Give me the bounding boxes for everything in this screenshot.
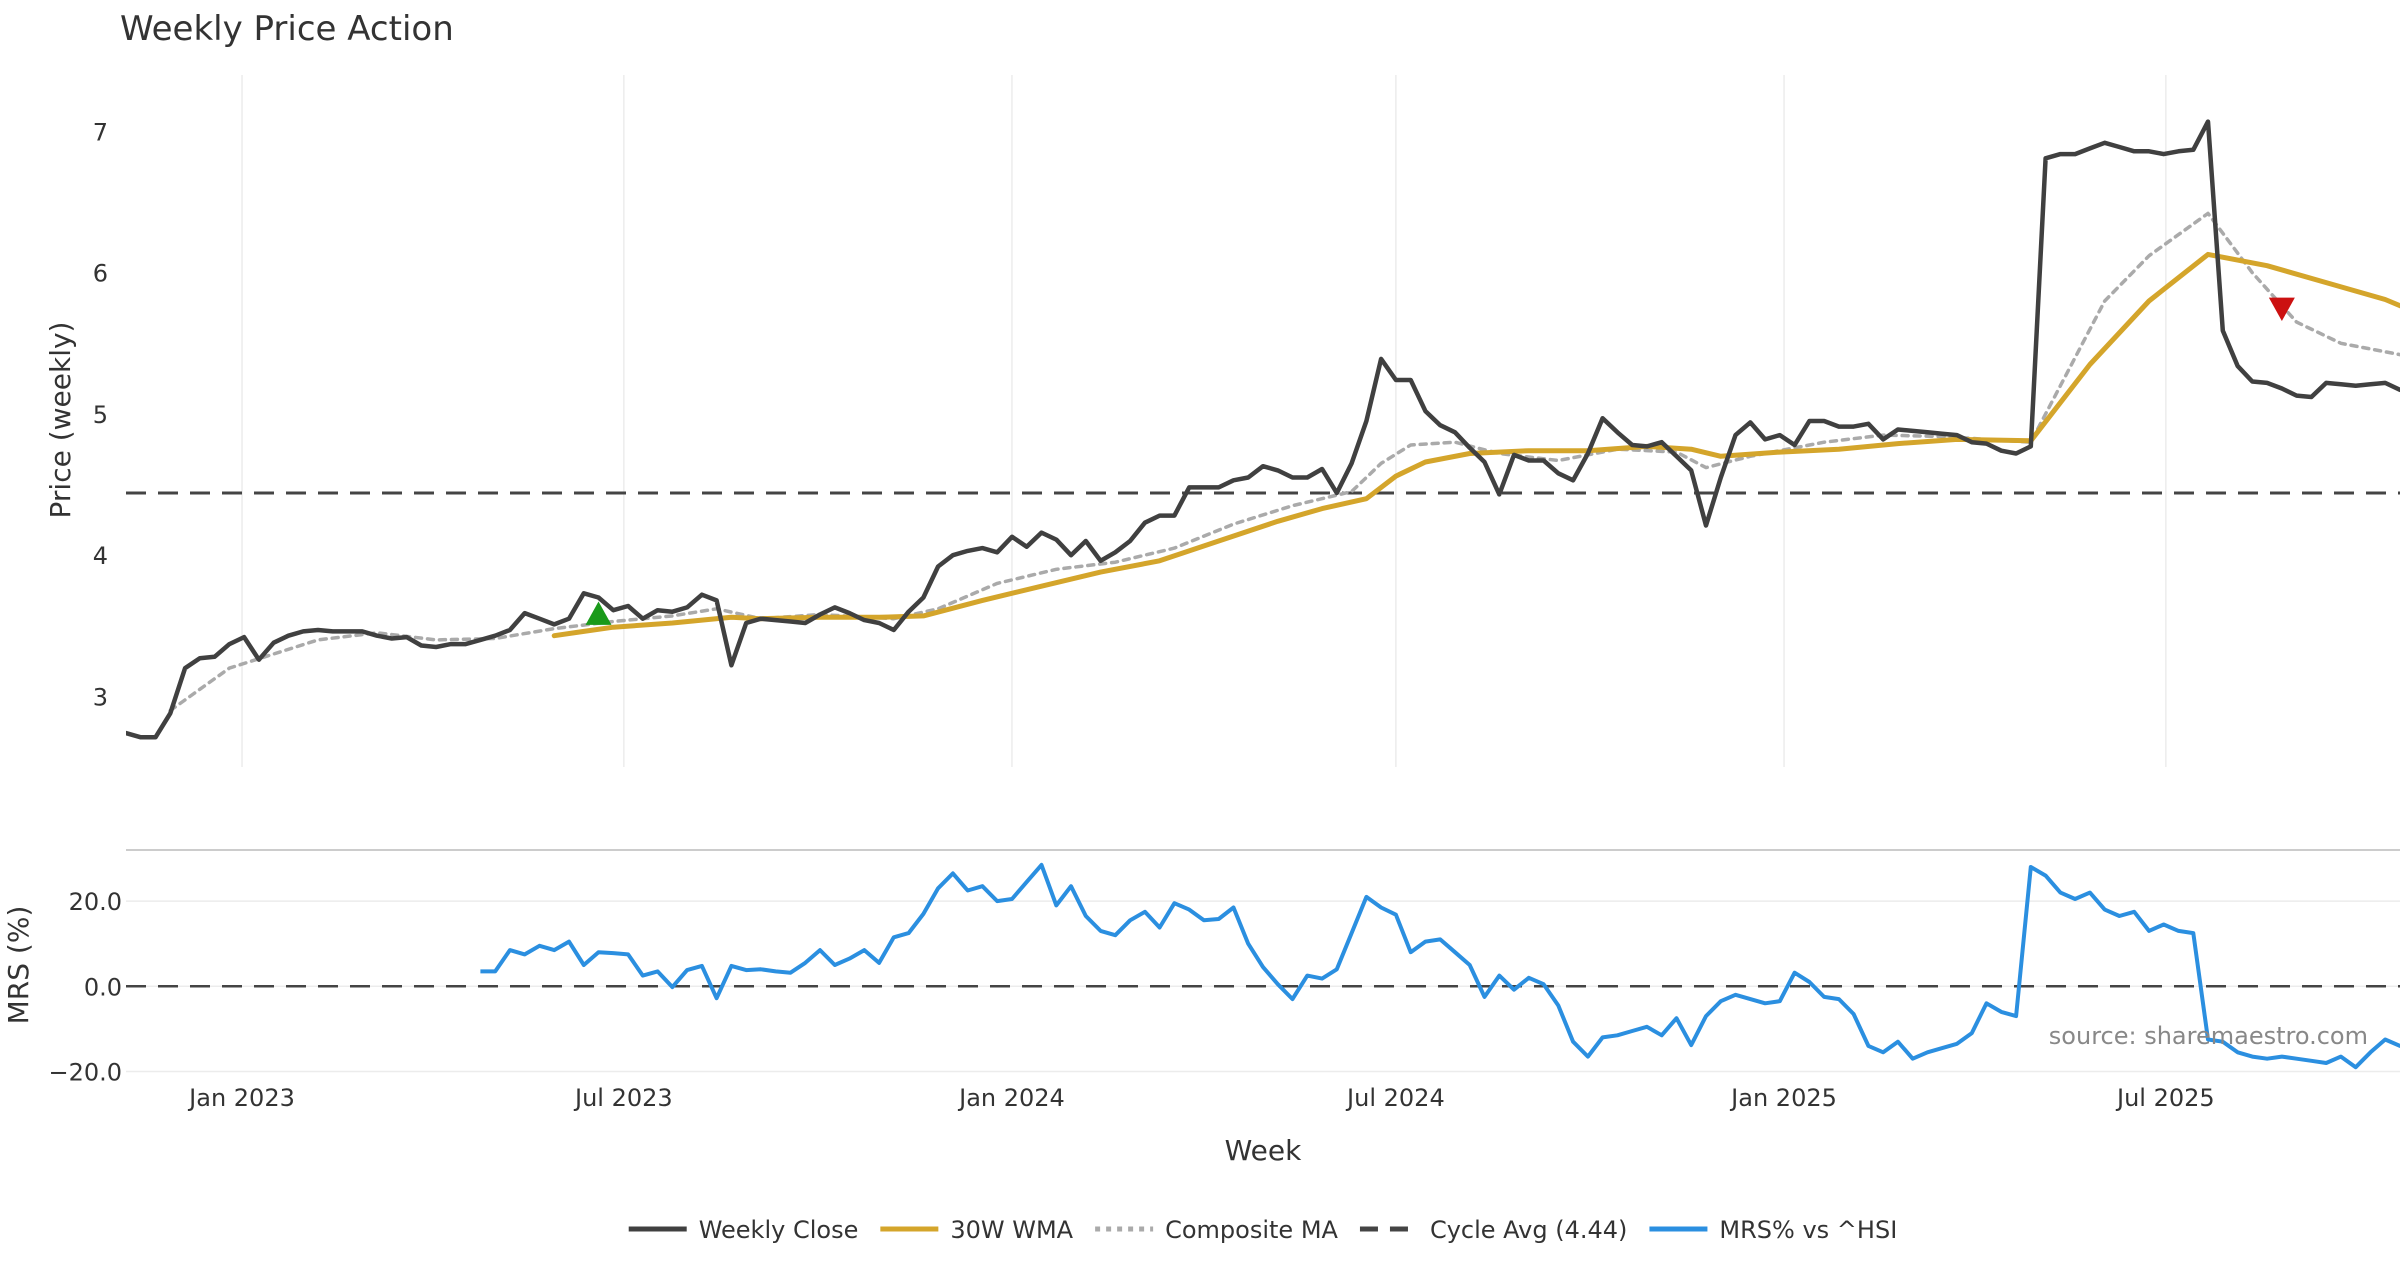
x-ticks: Jan 2023 Jul 2023 Jan 2024 Jul 2024 Jan 2025… [187, 1084, 2215, 1112]
price-y-tick-2: 5 [93, 401, 108, 429]
series-composite-ma [168, 211, 2400, 713]
legend-item-cycle-avg-4-44: Cycle Avg (4.44) [1430, 1216, 1627, 1244]
series-mrs-vs-hsi [480, 862, 2400, 1070]
legend-item-weekly-close: Weekly Close [699, 1216, 859, 1244]
price-series-group [126, 119, 2400, 740]
price-y-tick-3: 6 [93, 260, 108, 288]
price-y-tick-0: 3 [93, 683, 108, 711]
legend: Weekly Close 30W WMA Composite MA Cycle Avg… [628, 1216, 1897, 1244]
mrs-y-tick-0: −20.0 [48, 1058, 122, 1086]
mrs-y-tick-2: 20.0 [69, 888, 122, 916]
price-y-tick-1: 4 [93, 542, 108, 570]
series-30w-wma [551, 251, 2400, 639]
price-y-axis-label: Price (weekly) [44, 322, 77, 519]
mrs-series-group [480, 862, 2400, 1070]
price-y-tick-4: 7 [93, 118, 108, 146]
x-axis-label: Week [1225, 1134, 1302, 1167]
x-tick-4: Jan 2025 [1729, 1084, 1837, 1112]
x-tick-5: Jul 2025 [2115, 1084, 2215, 1112]
signal-marker-triangle-up-0 [585, 601, 612, 625]
signal-marker-triangle-down-1 [2268, 297, 2295, 322]
source-annotation: source: sharemaestro.com [2049, 1022, 2368, 1050]
legend-item-30w-wma: 30W WMA [950, 1216, 1073, 1244]
x-tick-3: Jul 2024 [1345, 1084, 1445, 1112]
x-tick-2: Jan 2024 [957, 1084, 1065, 1112]
mrs-y-ticks: −20.0 0.0 20.0 [48, 888, 122, 1086]
price-y-ticks: 3 4 5 6 7 [93, 118, 108, 711]
legend-item-composite-ma: Composite MA [1165, 1216, 1338, 1244]
x-tick-0: Jan 2023 [187, 1084, 295, 1112]
mrs-y-tick-1: 0.0 [84, 973, 122, 1001]
price-grid [241, 75, 2167, 767]
chart-title: Weekly Price Action [120, 9, 454, 49]
series-weekly-close [126, 119, 2400, 740]
legend-item-mrs-vs-hsi: MRS% vs ^HSI [1719, 1216, 1897, 1244]
x-tick-1: Jul 2023 [573, 1084, 673, 1112]
mrs-y-axis-label: MRS (%) [2, 906, 35, 1025]
